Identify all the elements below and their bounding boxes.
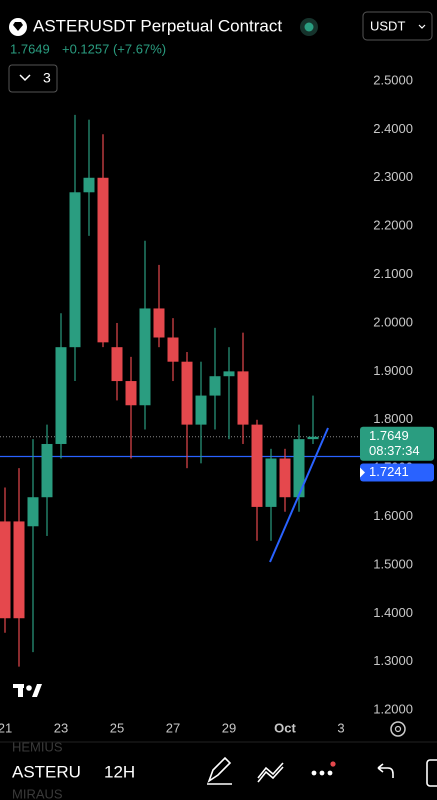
logo-slash — [32, 684, 42, 697]
settings-icon[interactable] — [390, 721, 406, 737]
indicator-chevron — [19, 74, 31, 82]
candle-body — [279, 458, 291, 498]
y-tick-label: 1.9000 — [373, 363, 413, 378]
indicator-toggle[interactable] — [8, 64, 58, 93]
y-tick-label: 2.3000 — [373, 169, 413, 184]
settings-icon-core — [394, 725, 402, 733]
last-price-tag — [360, 426, 434, 461]
candle-body — [265, 458, 277, 507]
y-tick-label: 2.0000 — [373, 314, 413, 329]
candle-body — [251, 424, 263, 507]
status-dot — [304, 22, 314, 32]
y-tick-label: 1.3000 — [373, 653, 413, 668]
ghost-symbol: MIRAUS — [12, 786, 63, 800]
footer-interval[interactable]: 12H — [104, 762, 135, 781]
symbol-title[interactable]: ASTERUSDT Perpetual Contract — [33, 16, 282, 35]
x-tick-label: 27 — [166, 720, 180, 735]
quote-chevron — [418, 24, 426, 29]
line-price-tag-arrow — [360, 467, 365, 478]
candle-body — [181, 361, 193, 425]
y-tick-label: 1.2000 — [373, 702, 413, 717]
logo — [13, 684, 42, 697]
more-dot — [327, 770, 333, 776]
last-price-label: 1.7649 — [369, 428, 409, 443]
candle-body — [55, 347, 67, 444]
candle-body — [167, 337, 179, 362]
draw-tool-icon[interactable] — [207, 756, 232, 785]
logo-dot — [26, 685, 32, 691]
candle-body — [139, 308, 151, 406]
more-panel-icon[interactable] — [426, 759, 437, 787]
line-tool-icon[interactable] — [257, 762, 284, 783]
quote-label: USDT — [370, 18, 405, 33]
indicator-count: 3 — [43, 70, 51, 86]
line-price-label: 1.7241 — [369, 464, 409, 479]
header-change: +0.1257 (+7.67%) — [62, 41, 166, 56]
candle-body — [41, 443, 53, 498]
line-price-tag — [360, 463, 434, 482]
trend-line[interactable] — [269, 427, 329, 563]
y-tick-label: 2.2000 — [373, 218, 413, 233]
y-tick-label: 1.5000 — [373, 556, 413, 571]
more-dot[interactable] — [311, 770, 317, 776]
candle-body — [195, 395, 207, 425]
candle-body — [307, 436, 319, 440]
header: ASTERUSDT Perpetual Contract USDT 1.7649… — [8, 11, 433, 93]
x-tick-label: 23 — [54, 720, 68, 735]
candle-body — [293, 439, 305, 498]
y-tick-label: 1.6000 — [373, 508, 413, 523]
candle-body — [125, 381, 137, 406]
candle-body — [237, 371, 249, 425]
logo-stem — [18, 684, 23, 697]
footer-symbol[interactable]: ASTERU — [12, 762, 81, 781]
quote-button[interactable] — [362, 11, 433, 41]
y-tick-label: 1.4000 — [373, 605, 413, 620]
header-price: 1.7649 — [10, 41, 50, 56]
y-tick-label: 2.1000 — [373, 266, 413, 281]
undo-icon[interactable] — [377, 763, 394, 778]
countdown-label: 08:37:34 — [369, 443, 420, 458]
symbol-icon-gem — [13, 22, 23, 31]
y-tick-label: 1.8000 — [373, 411, 413, 426]
footer: HEMIUS ASTERU 12H MIRAUS — [0, 739, 437, 800]
x-tick-label: 3 — [337, 720, 344, 735]
more-dot — [319, 770, 325, 776]
plot: 1.20001.30001.40001.50001.60001.70001.80… — [0, 72, 434, 735]
y-tick-label: 2.5000 — [373, 72, 413, 87]
candle-body — [209, 376, 221, 396]
candle-body — [111, 347, 123, 382]
y-tick-label: 2.4000 — [373, 121, 413, 136]
x-tick-label: 21 — [0, 720, 12, 735]
x-tick-label: Oct — [274, 720, 296, 735]
x-tick-label: 25 — [110, 720, 124, 735]
x-tick-label: 29 — [222, 720, 236, 735]
candle-body — [83, 177, 95, 193]
candle-body — [153, 308, 165, 338]
candle-body — [223, 371, 235, 377]
candle-body — [69, 192, 81, 348]
notification-dot — [330, 761, 336, 767]
candle-body — [13, 521, 25, 619]
candle-body — [27, 497, 39, 527]
candle-body — [97, 177, 109, 343]
candle-body — [0, 521, 11, 619]
ghost-symbol: HEMIUS — [12, 739, 63, 754]
